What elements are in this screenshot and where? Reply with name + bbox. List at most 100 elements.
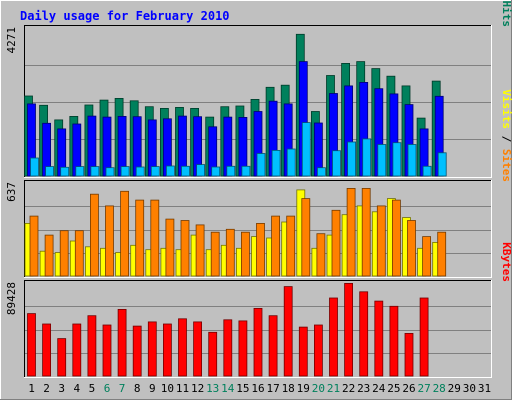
bar-kbytes-day-3 [57, 338, 67, 377]
bar-pages-day-15 [241, 165, 251, 177]
x-tick-day-7: 7 [119, 382, 126, 395]
bar-pages-day-23 [362, 138, 372, 177]
x-tick-day-23: 23 [357, 382, 370, 395]
bar-kbytes-day-24 [374, 300, 384, 377]
x-tick-day-3: 3 [58, 382, 65, 395]
bar-sites-day-4 [74, 230, 84, 277]
x-tick-day-31: 31 [478, 382, 491, 395]
x-tick-day-28: 28 [433, 382, 446, 395]
bar-kbytes-day-27 [419, 297, 429, 377]
bar-pages-day-21 [332, 150, 341, 177]
bar-kbytes-day-4 [72, 323, 82, 377]
bar-sites-day-14 [225, 228, 235, 277]
bar-pages-day-7 [120, 166, 130, 177]
bar-pages-day-18 [286, 148, 296, 177]
series-pages [30, 122, 447, 177]
x-tick-day-19: 19 [297, 382, 310, 395]
bar-kbytes-day-21 [329, 297, 338, 377]
bar-kbytes-day-1 [27, 313, 36, 377]
bar-sites-day-1 [29, 215, 39, 277]
legend-separator: / [500, 129, 512, 149]
panel-hits-files-pages: 4271 Pages / Files / Hits [5, 0, 512, 178]
bar-kbytes-day-7 [117, 308, 127, 377]
chart-title: Daily usage for February 2010 [20, 9, 230, 23]
bar-kbytes-day-12 [193, 321, 203, 377]
bar-pages-day-22 [347, 141, 357, 177]
legend-kbytes: KBytes [500, 242, 512, 282]
panel-series-legend: KBytes [500, 242, 512, 282]
bar-kbytes-day-17 [268, 315, 278, 377]
x-tick-day-20: 20 [312, 382, 325, 395]
bar-sites-day-7 [120, 190, 129, 277]
bar-pages-day-17 [271, 149, 281, 177]
x-tick-day-26: 26 [402, 382, 415, 395]
x-tick-day-9: 9 [149, 382, 156, 395]
bar-sites-day-19 [301, 198, 311, 277]
bar-kbytes-day-18 [283, 286, 293, 377]
series-kbytes [27, 282, 429, 377]
bar-kbytes-day-9 [147, 321, 157, 377]
panel-visits-sites: 637 Visits / Sites [5, 89, 512, 278]
x-axis-day-labels: 1 2 3 4 5 6 7 8 9 10 11 12 13 14 15 16 17 18 19 20 21 22 23 24 2… [28, 382, 491, 395]
x-tick-day-17: 17 [266, 382, 279, 395]
bar-pages-day-13 [211, 166, 221, 177]
x-tick-day-12: 12 [191, 382, 204, 395]
bar-pages-day-2 [45, 166, 54, 177]
series-visits [24, 189, 442, 277]
x-tick-day-10: 10 [161, 382, 174, 395]
bar-kbytes-day-5 [87, 315, 97, 377]
bar-pages-day-19 [301, 122, 311, 177]
series-sites [29, 187, 447, 277]
bar-kbytes-day-6 [102, 324, 112, 377]
bar-kbytes-day-25 [389, 305, 399, 377]
bar-kbytes-day-19 [298, 326, 308, 377]
bar-pages-day-20 [316, 167, 326, 177]
bar-pages-day-27 [422, 165, 432, 177]
x-tick-day-5: 5 [89, 382, 96, 395]
bar-sites-day-13 [210, 231, 220, 277]
legend-hits: Hits [500, 1, 512, 28]
bar-pages-day-4 [75, 166, 85, 177]
x-tick-day-2: 2 [43, 382, 50, 395]
bar-kbytes-day-10 [162, 323, 172, 377]
bar-kbytes-day-15 [238, 320, 248, 377]
bar-pages-day-11 [181, 165, 190, 177]
bar-kbytes-day-16 [253, 307, 263, 377]
bar-sites-day-11 [180, 220, 190, 277]
bar-sites-day-16 [256, 222, 265, 277]
bar-kbytes-day-2 [42, 323, 51, 377]
x-tick-day-6: 6 [104, 382, 111, 395]
bar-pages-day-9 [150, 166, 160, 177]
bar-pages-day-26 [407, 144, 417, 177]
bar-sites-day-8 [135, 199, 145, 277]
x-tick-day-21: 21 [327, 382, 340, 395]
bar-kbytes-day-14 [223, 319, 233, 377]
panel-max-label: 4271 [5, 27, 18, 54]
bar-sites-day-15 [240, 231, 250, 277]
bar-sites-day-9 [150, 199, 160, 277]
bar-sites-day-26 [407, 220, 416, 277]
bar-sites-day-24 [376, 205, 386, 277]
bar-sites-day-18 [286, 215, 296, 277]
bar-kbytes-day-11 [178, 318, 187, 377]
bar-pages-day-5 [90, 166, 100, 177]
x-tick-day-1: 1 [28, 382, 35, 395]
bar-kbytes-day-23 [359, 291, 369, 377]
bar-sites-day-28 [437, 231, 447, 277]
bar-pages-day-25 [392, 142, 402, 177]
bar-pages-day-24 [377, 144, 387, 177]
x-tick-day-24: 24 [372, 382, 386, 395]
x-tick-day-11: 11 [176, 382, 189, 395]
bar-sites-day-17 [271, 215, 281, 277]
chart-panels: 4271 Pages / Files / Hits 637 Visits / Site… [5, 0, 512, 378]
bar-pages-day-3 [60, 166, 70, 177]
bar-kbytes-day-26 [404, 332, 414, 377]
legend-sites: Sites [500, 149, 512, 182]
x-tick-day-29: 29 [448, 382, 461, 395]
bar-pages-day-8 [135, 166, 145, 177]
x-tick-day-16: 16 [251, 382, 264, 395]
bar-sites-day-20 [316, 233, 326, 277]
x-tick-day-4: 4 [73, 382, 80, 395]
x-tick-day-22: 22 [342, 382, 355, 395]
bar-kbytes-day-20 [313, 324, 323, 377]
